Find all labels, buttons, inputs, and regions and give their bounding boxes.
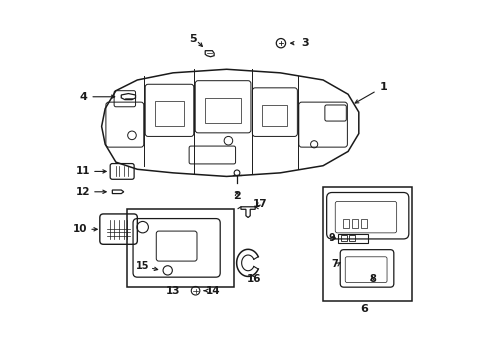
Bar bbox=[360, 219, 366, 228]
Bar bbox=[342, 219, 348, 228]
Text: 11: 11 bbox=[76, 166, 90, 176]
Bar bbox=[337, 234, 367, 243]
Text: 3: 3 bbox=[301, 38, 308, 48]
Text: 4: 4 bbox=[80, 92, 87, 102]
Bar bbox=[205, 98, 241, 123]
Text: 12: 12 bbox=[76, 187, 90, 197]
Text: 2: 2 bbox=[233, 191, 241, 201]
Text: 10: 10 bbox=[73, 224, 87, 234]
Text: 8: 8 bbox=[368, 274, 375, 284]
Text: 17: 17 bbox=[253, 199, 267, 209]
Bar bbox=[340, 235, 346, 242]
Text: 5: 5 bbox=[188, 34, 196, 44]
Text: 9: 9 bbox=[328, 233, 335, 243]
Text: 6: 6 bbox=[360, 303, 367, 314]
Bar bbox=[348, 235, 354, 242]
Bar bbox=[351, 219, 357, 228]
Text: 1: 1 bbox=[379, 82, 387, 92]
Bar bbox=[126, 208, 233, 287]
Text: 15: 15 bbox=[136, 261, 149, 271]
Text: 16: 16 bbox=[246, 274, 261, 284]
Text: 7: 7 bbox=[330, 259, 337, 269]
Text: 13: 13 bbox=[165, 286, 180, 296]
Bar bbox=[262, 105, 287, 126]
Text: 14: 14 bbox=[205, 286, 220, 296]
Bar bbox=[323, 187, 411, 301]
Bar bbox=[155, 102, 183, 126]
